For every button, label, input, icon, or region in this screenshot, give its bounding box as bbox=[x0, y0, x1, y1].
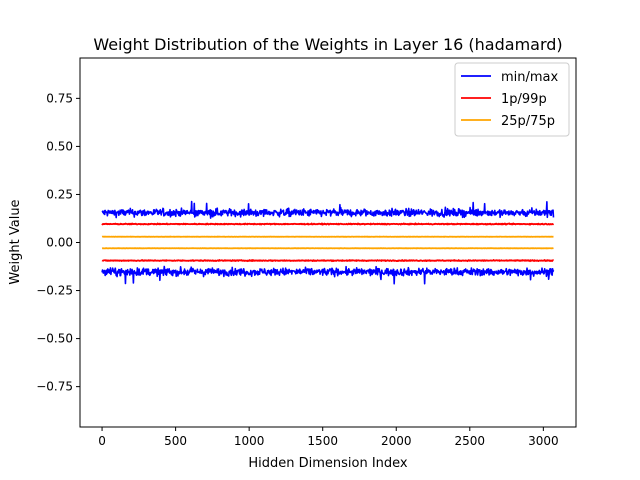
y-tick-label: −0.75 bbox=[36, 380, 73, 394]
series-line-1p-99p-upper bbox=[101, 222, 555, 226]
x-tick-label: 0 bbox=[98, 434, 106, 448]
x-tick-label: 500 bbox=[164, 434, 187, 448]
x-tick-label: 3000 bbox=[528, 434, 559, 448]
series-line-min-max-upper bbox=[101, 200, 555, 219]
x-tick-label: 1500 bbox=[307, 434, 338, 448]
x-axis: 0 500 1000 1500 2000 2500 3000 bbox=[98, 427, 559, 448]
y-tick-label: −0.25 bbox=[36, 284, 73, 298]
legend-label-25p-75p: 25p/75p bbox=[501, 114, 555, 129]
series-line-1p-99p-lower bbox=[101, 259, 555, 263]
legend: min/max 1p/99p 25p/75p bbox=[454, 62, 570, 137]
x-tick-label: 1000 bbox=[234, 434, 265, 448]
legend-label-min-max: min/max bbox=[501, 70, 559, 85]
series-line-min-max-lower bbox=[101, 265, 555, 285]
x-axis-label: Hidden Dimension Index bbox=[248, 456, 408, 471]
y-tick-label: −0.50 bbox=[36, 332, 73, 346]
y-axis: −0.75 −0.50 −0.25 0.00 0.25 0.50 0.75 bbox=[36, 91, 80, 394]
y-tick-label: 0.50 bbox=[46, 139, 73, 153]
x-tick-label: 2500 bbox=[455, 434, 486, 448]
y-tick-label: 0.25 bbox=[46, 187, 73, 201]
y-tick-label: 0.00 bbox=[46, 236, 73, 250]
y-axis-label: Weight Value bbox=[8, 199, 23, 284]
legend-label-1p-99p: 1p/99p bbox=[501, 92, 547, 107]
y-tick-label: 0.75 bbox=[46, 91, 73, 105]
x-tick-label: 2000 bbox=[381, 434, 412, 448]
legend-box bbox=[454, 62, 570, 137]
series-layer bbox=[101, 200, 555, 285]
chart-title: Weight Distribution of the Weights in La… bbox=[93, 35, 562, 54]
